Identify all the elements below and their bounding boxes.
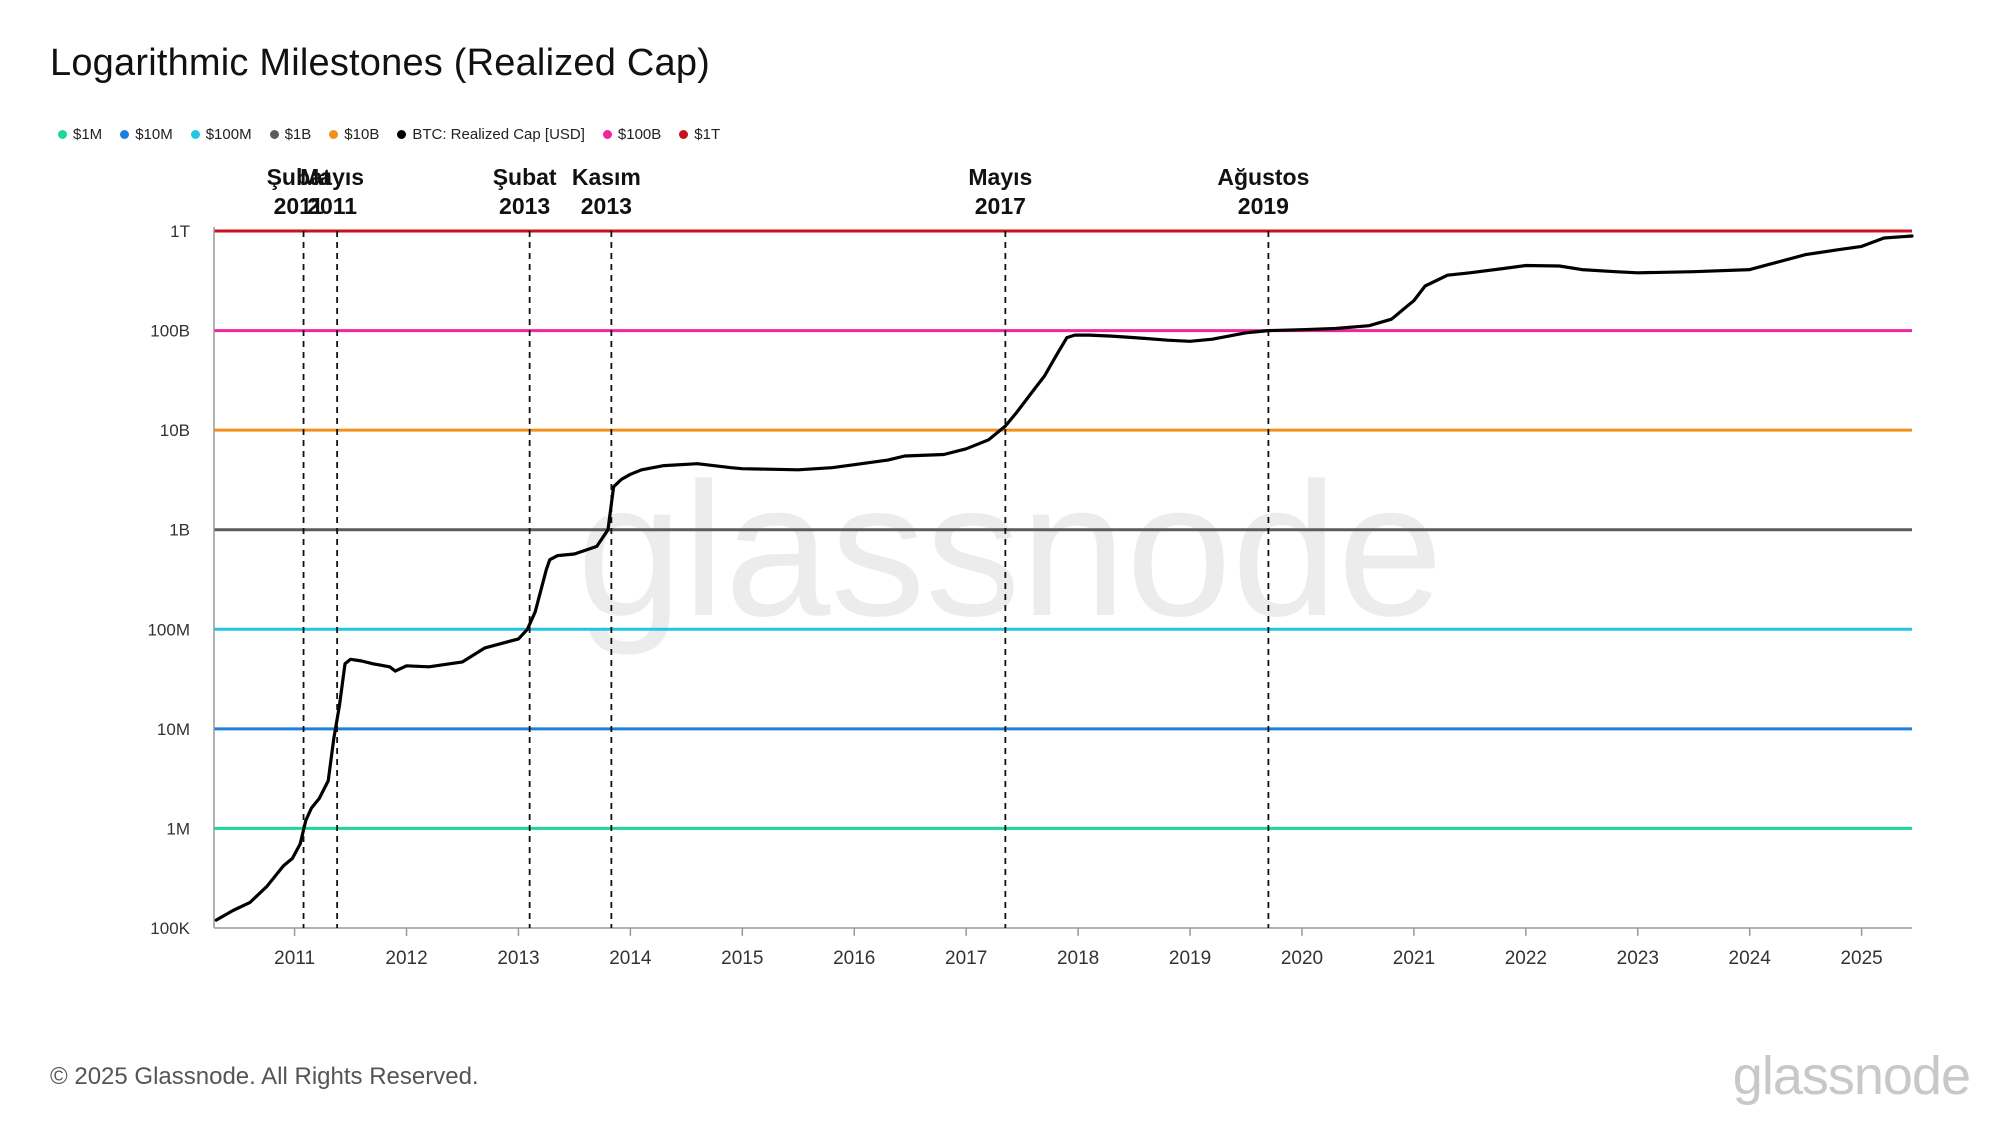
legend-item-10m[interactable]: $10M [120, 126, 173, 143]
x-tick-label: 2022 [1505, 948, 1547, 969]
x-tick-label: 2013 [497, 948, 539, 969]
milestone-label-year: 2017 [975, 193, 1026, 219]
milestone-label-month: Mayıs [968, 164, 1032, 190]
legend-dot-100b [602, 130, 612, 139]
legend-label-1m: $1M [73, 126, 103, 143]
y-tick-label: 100M [147, 620, 190, 639]
milestone-label-month: Şubat [267, 164, 331, 190]
y-tick-label: 1B [169, 521, 190, 540]
legend-item-100m[interactable]: $100M [190, 126, 252, 143]
x-tick-label: 2012 [385, 948, 427, 969]
milestone-label-month: Ağustos [1217, 164, 1309, 190]
watermark: glassnode [577, 444, 1443, 656]
legend-label-realized-cap: BTC: Realized Cap [USD] [412, 126, 585, 143]
legend-item-100b[interactable]: $100B [602, 126, 662, 143]
legend-label-10b: $10B [344, 126, 380, 143]
legend-item-1m[interactable]: $1M [58, 126, 102, 143]
x-tick-label: 2024 [1729, 948, 1772, 969]
glassnode-logo: glassnode [1732, 1046, 1971, 1106]
chart-legend: $1M $10M $100M $1B $10B BTC: Realized Ca… [58, 126, 720, 143]
legend-dot-10m [120, 130, 130, 139]
x-tick-label: 2011 [274, 948, 315, 969]
x-tick-label: 2023 [1617, 948, 1659, 969]
milestone-label-month: Mayıs [300, 164, 364, 190]
legend-item-10b[interactable]: $10B [329, 126, 379, 143]
legend-dot-10b [329, 130, 339, 139]
threshold-lines [214, 229, 1912, 830]
legend-dot-realized-cap [397, 130, 407, 139]
milestone-label-month: Kasım [572, 164, 641, 190]
milestone-label-year: 2013 [581, 193, 632, 219]
x-tick-label: 2017 [945, 948, 987, 969]
legend-label-1b: $1B [284, 126, 312, 143]
legend-item-1b[interactable]: $1B [269, 126, 312, 143]
y-tick-label: 100K [150, 919, 190, 938]
milestone-markers: Şubat 2011 Mayıs 2011 Şubat 2013 Kasım 2013 Mayı… [267, 164, 1309, 928]
x-tick-label: 2019 [1169, 948, 1211, 969]
series-layer [214, 234, 1914, 922]
x-tick-label: 2020 [1281, 948, 1323, 969]
legend-item-realized-cap[interactable]: BTC: Realized Cap [USD] [397, 126, 585, 143]
y-axis: 100K 1M 10M 100M 1B 10B 100B 1T [147, 222, 215, 938]
milestone-label-year: 2019 [1238, 193, 1289, 219]
x-tick-label: 2016 [833, 948, 875, 969]
legend-dot-100m [190, 130, 200, 139]
x-tick-label: 2018 [1057, 948, 1099, 969]
legend-dot-1b [269, 130, 279, 139]
x-axis: 2011 2012 2013 2014 2015 2016 2017 2018 2019 2020… [214, 927, 1912, 969]
x-tick-label: 2015 [721, 948, 763, 969]
milestone-label-year: 2011 [274, 193, 324, 219]
series-line-realized-cap [214, 234, 1914, 922]
y-tick-label: 10M [157, 720, 190, 739]
legend-label-10m: $10M [135, 126, 173, 143]
milestone-label-year: 2011 [307, 193, 357, 219]
chart-title: Logarithmic Milestones (Realized Cap) [50, 42, 711, 84]
legend-item-1t[interactable]: $1T [679, 126, 720, 143]
x-tick-label: 2025 [1840, 948, 1882, 969]
legend-dot-1t [679, 130, 689, 139]
legend-label-100b: $100B [617, 126, 662, 143]
y-tick-label: 100B [150, 322, 190, 341]
copyright-footer: © 2025 Glassnode. All Rights Reserved. [50, 1063, 479, 1090]
milestone-label-year: 2013 [499, 193, 550, 219]
legend-label-1t: $1T [694, 126, 721, 143]
y-tick-label: 1M [166, 819, 190, 838]
x-tick-label: 2021 [1393, 948, 1435, 969]
x-tick-label: 2014 [609, 948, 652, 969]
y-tick-label: 1T [170, 222, 190, 241]
y-tick-label: 10B [160, 421, 190, 440]
legend-dot-1m [58, 130, 67, 139]
milestone-label-month: Şubat [493, 164, 557, 190]
legend-label-100m: $100M [205, 126, 252, 143]
